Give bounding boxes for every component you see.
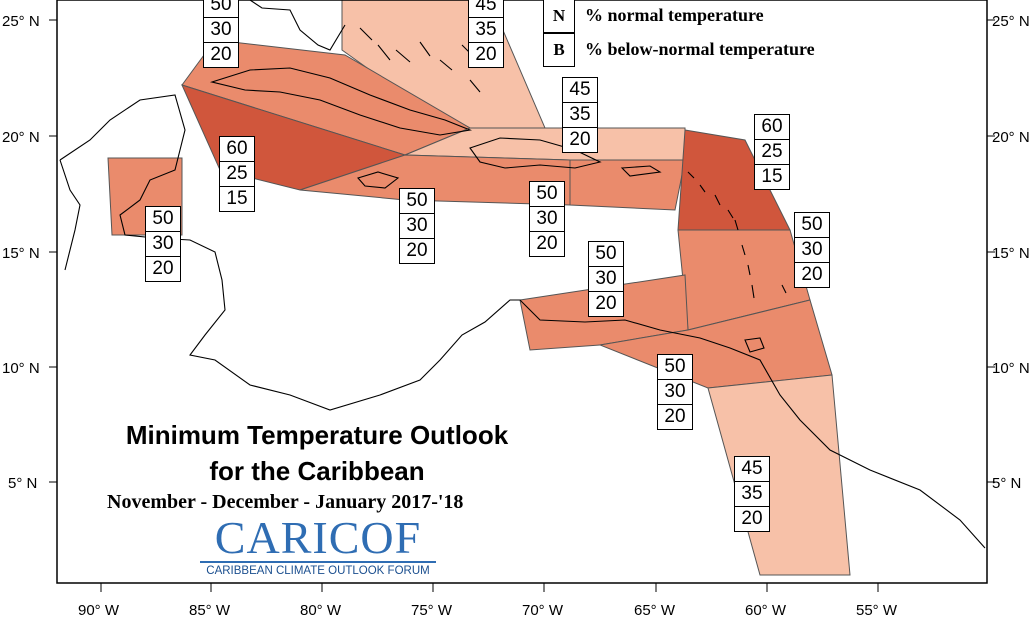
prob-box-bahamas: 50 30 20 (203, 0, 239, 68)
legend-label-below: % below-normal temperature (585, 39, 815, 59)
x-tick-label: 65° W (634, 602, 676, 619)
prob-normal: 35 (735, 482, 769, 507)
prob-box-windward: 50 30 20 (794, 212, 830, 288)
prob-above: 50 (658, 355, 692, 380)
prob-normal: 30 (146, 232, 180, 257)
x-tick-label: 60° W (745, 602, 787, 619)
x-tick-label: 55° W (856, 602, 898, 619)
prob-below: 20 (152, 258, 174, 279)
caricof-logo: CARICOF CARIBBEAN CLIMATE OUTLOOK FORUM (200, 515, 436, 577)
prob-below: 15 (761, 166, 783, 187)
prob-box-guianas: 45 35 20 (734, 456, 770, 532)
prob-below: 20 (569, 129, 591, 150)
x-tick-label: 75° W (411, 602, 453, 619)
prob-below: 20 (536, 233, 558, 254)
prob-box-turks-caicos: 45 35 20 (468, 0, 504, 68)
prob-normal: 30 (204, 18, 238, 43)
logo-tagline: CARIBBEAN CLIMATE OUTLOOK FORUM (200, 561, 436, 577)
prob-box-cuba: 60 25 15 (219, 136, 255, 212)
prob-box-leeward: 60 25 15 (754, 114, 790, 190)
prob-box-abc: 50 30 20 (588, 241, 624, 317)
x-tick-label: 70° W (522, 602, 564, 619)
prob-above: 50 (146, 207, 180, 232)
prob-normal: 30 (589, 267, 623, 292)
coast-leeward-islands (687, 171, 734, 219)
prob-box-hispaniola-north: 45 35 20 (562, 77, 598, 153)
prob-normal: 30 (530, 207, 564, 232)
prob-above: 50 (204, 0, 238, 18)
y-tick-label: 25° N (992, 13, 1030, 30)
prob-below: 15 (226, 188, 248, 209)
prob-above: 50 (795, 213, 829, 238)
coastlines (59, 0, 986, 549)
y-tick-label: 5° N (8, 475, 37, 492)
prob-normal: 35 (469, 18, 503, 43)
prob-below: 20 (475, 44, 497, 65)
prob-below: 20 (741, 508, 763, 529)
coast-yucatan-west (59, 159, 81, 271)
x-tick-label: 80° W (300, 602, 342, 619)
prob-above: 45 (469, 0, 503, 18)
prob-normal: 30 (400, 214, 434, 239)
prob-above: 60 (755, 115, 789, 140)
map-subtitle: November - December - January 2017-'18 (107, 491, 464, 513)
y-tick-label: 10° N (2, 360, 40, 377)
x-axis-labels: 90° W 85° W 80° W 75° W 70° W 65° W 60° … (78, 602, 898, 619)
coast-florida (249, 0, 346, 51)
y-tick-label: 5° N (992, 475, 1021, 492)
coast-bahamas (359, 27, 481, 93)
prob-below: 20 (664, 406, 686, 427)
axis-ticks (49, 19, 995, 592)
prob-normal: 30 (795, 238, 829, 263)
prob-below: 20 (595, 293, 617, 314)
y-tick-label: 25° N (2, 13, 40, 30)
prob-box-trinidad: 50 30 20 (657, 354, 693, 430)
prob-box-jamaica: 50 30 20 (399, 188, 435, 264)
prob-box-belize: 50 30 20 (145, 206, 181, 282)
coast-cuba (209, 67, 473, 136)
prob-above: 60 (220, 137, 254, 162)
logo-wordmark: CARICOF (214, 512, 422, 563)
coast-hispaniola (469, 137, 602, 169)
legend-label-normal: % normal temperature (585, 5, 764, 25)
prob-above: 50 (589, 242, 623, 267)
legend-key-below: B (543, 33, 575, 67)
prob-above: 45 (563, 78, 597, 103)
prob-normal: 25 (220, 162, 254, 187)
x-tick-label: 85° W (189, 602, 231, 619)
y-tick-label: 15° N (992, 245, 1030, 262)
y-tick-label: 20° N (2, 129, 40, 146)
x-tick-label: 90° W (78, 602, 120, 619)
prob-normal: 35 (563, 103, 597, 128)
prob-above: 50 (530, 182, 564, 207)
coast-mexico-central-america (59, 94, 986, 549)
map-title-line2: for the Caribbean (209, 456, 425, 486)
prob-box-hispaniola-south: 50 30 20 (529, 181, 565, 257)
coast-puerto-rico (620, 165, 662, 177)
y-tick-label: 10° N (992, 360, 1030, 377)
prob-below: 20 (406, 240, 428, 261)
forecast-regions (107, 0, 851, 576)
map-frame (56, 0, 988, 584)
coast-windward-islands (734, 219, 787, 353)
y-tick-label: 20° N (992, 129, 1030, 146)
prob-above: 45 (735, 457, 769, 482)
prob-above: 50 (400, 189, 434, 214)
y-axis-labels-right: 25° N 20° N 15° N 10° N 5° N (992, 13, 1030, 492)
prob-below: 20 (801, 264, 823, 285)
y-tick-label: 15° N (2, 245, 40, 262)
legend-key-normal: N (543, 0, 575, 33)
coast-jamaica (357, 171, 400, 189)
prob-below: 20 (210, 44, 232, 65)
prob-normal: 30 (658, 380, 692, 405)
prob-normal: 25 (755, 140, 789, 165)
y-axis-labels-left: 25° N 20° N 15° N 10° N 5° N (2, 13, 40, 492)
map-title: Minimum Temperature Outlook (125, 420, 509, 450)
